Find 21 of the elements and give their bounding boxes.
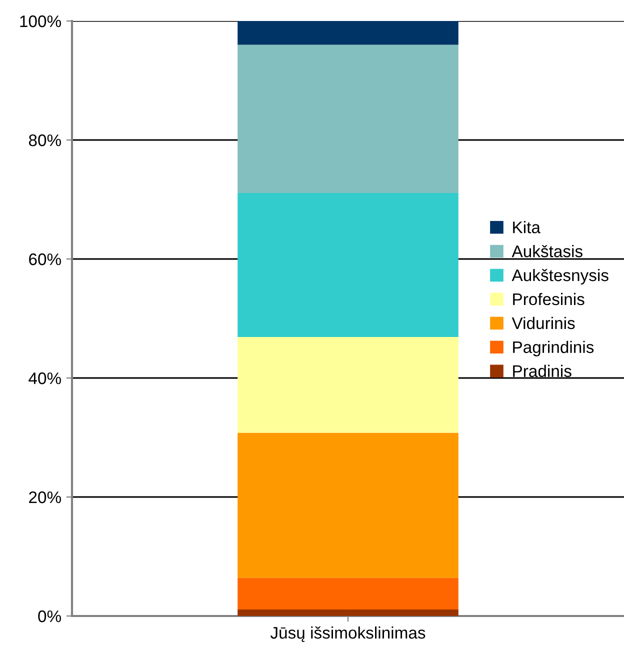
bar bbox=[238, 578, 458, 610]
legend-label: Kita bbox=[513, 221, 540, 234]
bar bbox=[238, 609, 458, 616]
y-tick-label: 100% bbox=[20, 15, 61, 28]
bar bbox=[238, 44, 458, 193]
legend-label: Aukštasis bbox=[512, 244, 582, 258]
legend-label: Pagrindinis bbox=[513, 340, 594, 356]
y-tick-label: 40% bbox=[28, 372, 61, 384]
legend-label: Profesinis bbox=[513, 292, 584, 306]
y-tick-label: 60% bbox=[29, 253, 61, 266]
y-tick-label: 20% bbox=[29, 491, 61, 504]
bar bbox=[238, 21, 458, 45]
bar bbox=[238, 192, 458, 337]
legend-label: Pradinis bbox=[513, 364, 572, 378]
x-tick-label: Jūsų išsimokslinimas bbox=[270, 626, 426, 642]
y-tick-label: 0% bbox=[38, 610, 61, 622]
y-tick-label: 80% bbox=[28, 134, 61, 146]
legend-label: Aukštesnysis bbox=[512, 268, 608, 285]
bar bbox=[238, 432, 458, 578]
bar bbox=[238, 336, 458, 433]
legend-label: Vidurinis bbox=[512, 316, 575, 330]
